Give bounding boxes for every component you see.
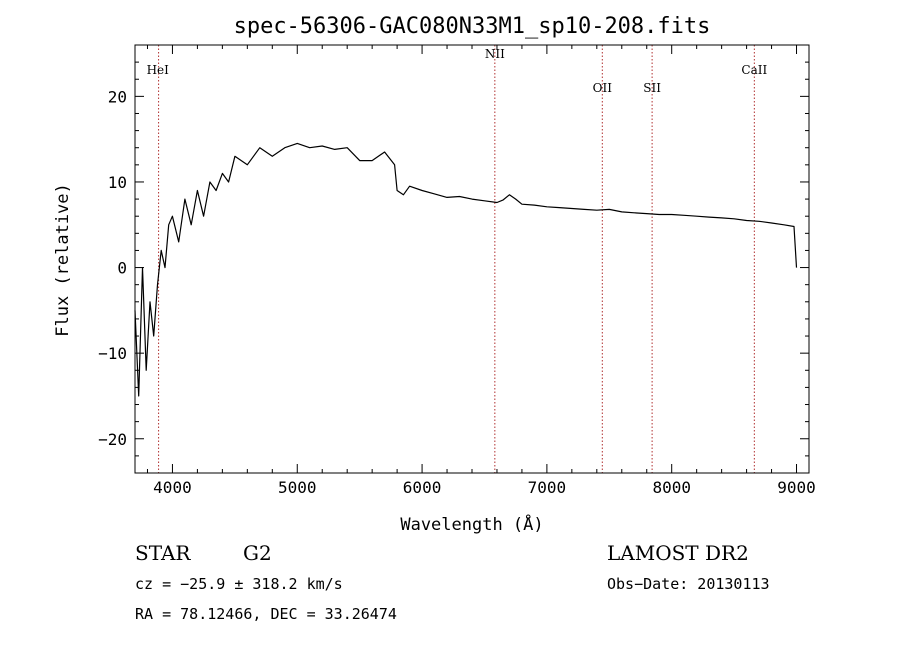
spectral-line-label: HeI [147,63,170,77]
spectral-line-label: SII [643,81,661,95]
x-tick-label: 8000 [652,478,691,497]
x-tick-label: 9000 [777,478,816,497]
spectrum-plot [134,142,798,397]
redshift-cz: cz = −25.9 ± 318.2 km/s [135,575,343,593]
spectral-line-label: NII [485,47,505,61]
observation-date: Obs−Date: 20130113 [607,575,770,593]
sky-coordinates: RA = 78.12466, DEC = 33.26474 [135,605,397,623]
object-subclass: G2 [243,541,272,565]
object-class: STAR [135,541,191,565]
survey-name: LAMOST DR2 [607,541,749,565]
x-tick-label: 5000 [278,478,317,497]
y-tick-label: 0 [117,259,127,278]
spectral-line-markers: HeI NII OII SII CaII [147,45,767,473]
spectral-line-label: CaII [741,63,767,77]
y-axis-label: Flux (relative) [53,183,73,337]
x-tick-label: 4000 [153,478,192,497]
y-tick-label: −20 [98,430,127,449]
x-tick-label: 7000 [528,478,567,497]
x-tick-label: 6000 [403,478,442,497]
spectral-line-label: OII [593,81,613,95]
y-tick-label: −10 [98,344,127,363]
x-axis-label: Wavelength (Å) [400,513,543,535]
axis-ticks: 4000 5000 6000 7000 8000 9000 −20 −10 0 10 20 [98,44,816,497]
spectrum-line [134,142,798,397]
plot-frame [134,44,810,474]
y-tick-label: 10 [108,173,127,192]
chart-title: spec-56306-GAC080N33M1_sp10-208.fits [234,14,711,39]
y-tick-label: 20 [108,87,127,106]
